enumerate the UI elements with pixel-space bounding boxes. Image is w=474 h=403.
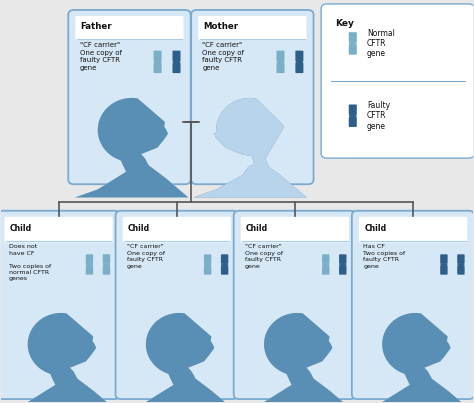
FancyBboxPatch shape <box>191 10 314 184</box>
FancyBboxPatch shape <box>234 211 356 399</box>
Polygon shape <box>6 313 116 403</box>
Polygon shape <box>75 98 188 197</box>
FancyBboxPatch shape <box>86 254 93 264</box>
FancyBboxPatch shape <box>123 217 231 242</box>
Polygon shape <box>242 313 352 403</box>
Polygon shape <box>360 313 471 403</box>
FancyBboxPatch shape <box>103 265 110 275</box>
Ellipse shape <box>103 263 110 266</box>
Text: Has CF
Two copies of
faulty CFTR
gene: Has CF Two copies of faulty CFTR gene <box>363 244 405 269</box>
Polygon shape <box>75 98 188 197</box>
Bar <box>415 250 474 403</box>
FancyBboxPatch shape <box>322 265 329 275</box>
FancyBboxPatch shape <box>440 265 447 275</box>
FancyBboxPatch shape <box>457 254 465 264</box>
Text: "CF carrier"
One copy of
faulty CFTR
gene: "CF carrier" One copy of faulty CFTR gen… <box>127 244 165 269</box>
Text: Father: Father <box>81 22 112 31</box>
Text: Key: Key <box>335 19 354 28</box>
Text: Child: Child <box>9 224 32 233</box>
Ellipse shape <box>173 60 181 63</box>
FancyBboxPatch shape <box>173 62 181 73</box>
Ellipse shape <box>349 114 357 117</box>
FancyBboxPatch shape <box>349 32 357 43</box>
FancyBboxPatch shape <box>204 254 211 264</box>
FancyBboxPatch shape <box>221 265 228 275</box>
Polygon shape <box>6 313 116 403</box>
FancyBboxPatch shape <box>75 16 183 40</box>
FancyBboxPatch shape <box>0 211 120 399</box>
FancyBboxPatch shape <box>103 254 110 264</box>
FancyBboxPatch shape <box>241 217 349 242</box>
Ellipse shape <box>322 263 329 266</box>
FancyBboxPatch shape <box>321 4 474 158</box>
Ellipse shape <box>295 60 303 63</box>
FancyBboxPatch shape <box>339 265 346 275</box>
FancyBboxPatch shape <box>4 217 113 242</box>
Text: Mother: Mother <box>203 22 238 31</box>
FancyBboxPatch shape <box>349 44 357 55</box>
Polygon shape <box>153 321 168 340</box>
FancyBboxPatch shape <box>86 265 93 275</box>
FancyBboxPatch shape <box>116 211 238 399</box>
Text: "CF carrier"
One copy of
faulty CFTR
gene: "CF carrier" One copy of faulty CFTR gen… <box>245 244 283 269</box>
Bar <box>61 250 171 403</box>
Polygon shape <box>124 313 234 403</box>
Ellipse shape <box>221 263 228 266</box>
FancyBboxPatch shape <box>359 217 467 242</box>
Bar <box>250 34 364 226</box>
FancyBboxPatch shape <box>352 211 474 399</box>
FancyBboxPatch shape <box>322 254 329 264</box>
Text: Faulty
CFTR
gene: Faulty CFTR gene <box>367 101 390 131</box>
FancyBboxPatch shape <box>276 62 284 73</box>
Ellipse shape <box>440 263 447 266</box>
Text: Child: Child <box>246 224 268 233</box>
Text: Child: Child <box>364 224 386 233</box>
FancyBboxPatch shape <box>295 62 303 73</box>
FancyBboxPatch shape <box>204 265 211 275</box>
Polygon shape <box>124 313 234 403</box>
FancyBboxPatch shape <box>154 62 162 73</box>
FancyBboxPatch shape <box>276 51 284 61</box>
Text: "CF carrier"
One copy of
faulty CFTR
gene: "CF carrier" One copy of faulty CFTR gen… <box>202 42 245 71</box>
Text: "CF carrier"
One copy of
faulty CFTR
gene: "CF carrier" One copy of faulty CFTR gen… <box>80 42 122 71</box>
Polygon shape <box>390 321 404 340</box>
Ellipse shape <box>276 60 284 63</box>
Text: Does not
have CF

Two copies of
normal CFTR
genes: Does not have CF Two copies of normal CF… <box>9 244 51 281</box>
Ellipse shape <box>204 263 211 266</box>
FancyBboxPatch shape <box>349 104 357 115</box>
Ellipse shape <box>154 60 162 63</box>
FancyBboxPatch shape <box>349 116 357 127</box>
FancyBboxPatch shape <box>173 51 181 61</box>
Bar <box>179 250 290 403</box>
Bar <box>132 34 245 226</box>
Polygon shape <box>360 313 471 403</box>
Polygon shape <box>242 313 352 403</box>
FancyBboxPatch shape <box>440 254 447 264</box>
FancyBboxPatch shape <box>198 16 307 40</box>
Polygon shape <box>193 98 307 197</box>
FancyBboxPatch shape <box>154 51 162 61</box>
Bar <box>297 250 408 403</box>
FancyBboxPatch shape <box>339 254 346 264</box>
Ellipse shape <box>86 263 93 266</box>
Text: Child: Child <box>128 224 150 233</box>
Ellipse shape <box>457 263 465 266</box>
FancyBboxPatch shape <box>68 10 191 184</box>
FancyBboxPatch shape <box>295 51 303 61</box>
FancyBboxPatch shape <box>221 254 228 264</box>
Polygon shape <box>193 98 307 197</box>
FancyBboxPatch shape <box>457 265 465 275</box>
Ellipse shape <box>339 263 346 266</box>
Text: Normal
CFTR
gene: Normal CFTR gene <box>367 29 395 58</box>
Ellipse shape <box>349 42 357 45</box>
